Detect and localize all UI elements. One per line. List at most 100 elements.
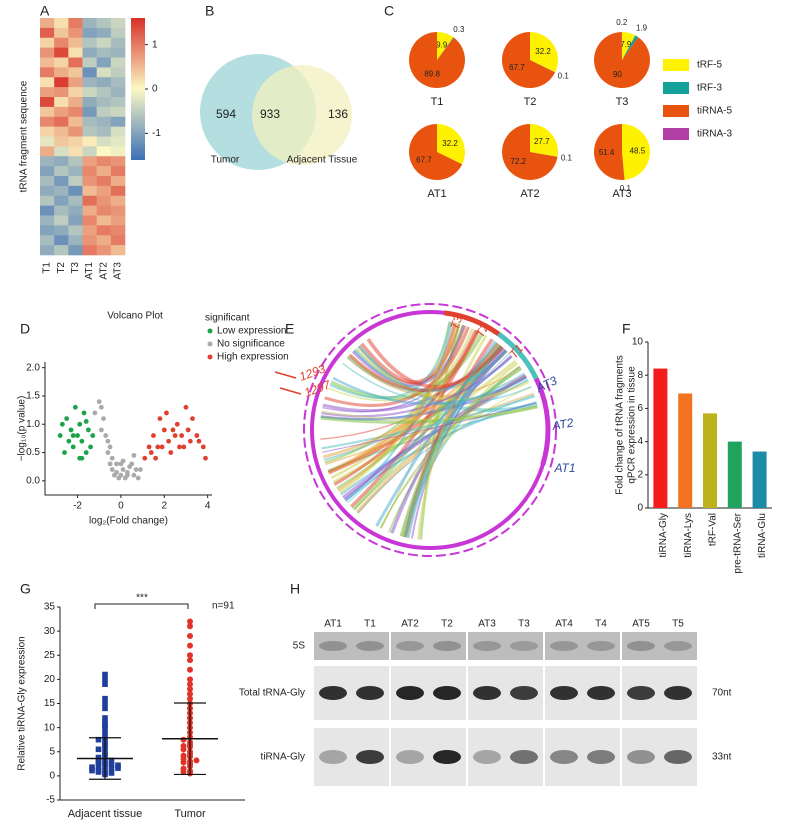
y-tick-label: 0 bbox=[49, 771, 55, 782]
heat-cell bbox=[68, 166, 83, 177]
column-label: AT2 bbox=[98, 262, 109, 280]
y-tick-label: 30 bbox=[44, 626, 56, 637]
size-label: 70nt bbox=[712, 688, 732, 699]
point bbox=[108, 761, 115, 768]
lane-label: T3 bbox=[518, 619, 530, 630]
band bbox=[510, 686, 538, 700]
gel-panel bbox=[391, 632, 466, 660]
pie-title: AT3 bbox=[612, 188, 631, 200]
lane-label: AT4 bbox=[555, 619, 573, 630]
heat-cell bbox=[96, 245, 112, 256]
slice-label: 90 bbox=[613, 70, 622, 79]
x-tick-label: tiRNA-Gly bbox=[658, 513, 669, 557]
heat-cell bbox=[68, 67, 83, 78]
column-label: T3 bbox=[70, 262, 81, 274]
heat-cell bbox=[40, 57, 55, 68]
heat-cell bbox=[40, 156, 55, 167]
axis bbox=[59, 607, 245, 801]
heat-cell bbox=[110, 67, 126, 78]
heat-cell bbox=[82, 185, 97, 197]
point bbox=[70, 433, 76, 438]
gel-panel bbox=[622, 632, 697, 660]
point bbox=[102, 729, 108, 736]
bar bbox=[752, 451, 767, 508]
x-tick-label: tiRNA-Glu bbox=[757, 513, 768, 558]
point bbox=[129, 461, 135, 467]
row-label: tiRNA-Gly bbox=[261, 752, 305, 763]
slice-label: 1.9 bbox=[636, 24, 648, 33]
point bbox=[108, 765, 115, 772]
heat-cell bbox=[110, 126, 126, 137]
x-tick-label: pre-tRNA-Ser bbox=[732, 512, 743, 573]
y-tick-label: 0.0 bbox=[26, 475, 40, 486]
panel-letter: F bbox=[622, 321, 631, 337]
sector-arc bbox=[443, 310, 501, 337]
band bbox=[664, 641, 692, 651]
point bbox=[146, 444, 152, 450]
point bbox=[174, 421, 180, 427]
point bbox=[187, 686, 193, 693]
x-tick-label: tRF-Val bbox=[708, 513, 719, 546]
legend-marker bbox=[207, 328, 213, 334]
panel-letter: C bbox=[384, 3, 394, 19]
slice-label: 0.3 bbox=[453, 25, 465, 34]
heat-cell bbox=[40, 27, 55, 39]
colorbar-label: 1 bbox=[152, 39, 158, 50]
point bbox=[102, 681, 108, 687]
point bbox=[185, 427, 191, 433]
slice-label: 0.2 bbox=[616, 18, 628, 27]
point bbox=[81, 410, 87, 416]
point bbox=[102, 705, 108, 712]
point bbox=[59, 421, 65, 427]
x-tick-label: 2 bbox=[162, 501, 168, 512]
legend-label: tiRNA-3 bbox=[697, 129, 732, 140]
point bbox=[187, 618, 193, 625]
x-tick-label: tiRNA-Lys bbox=[683, 513, 694, 558]
pie-slice bbox=[622, 152, 625, 180]
band bbox=[510, 641, 538, 651]
heat-cell bbox=[82, 27, 97, 39]
ribbon bbox=[322, 402, 537, 453]
heat-cell bbox=[68, 146, 83, 157]
count-label: 136 bbox=[328, 107, 348, 121]
point bbox=[79, 455, 85, 461]
heat-cell bbox=[96, 77, 112, 88]
y-tick-label: 8 bbox=[637, 370, 643, 381]
point bbox=[135, 475, 141, 481]
x-tick-label: Adjacent tissue bbox=[68, 808, 143, 820]
point bbox=[180, 742, 187, 749]
heat-cell bbox=[96, 106, 112, 118]
slice-label: 0.1 bbox=[620, 184, 632, 193]
set-circle bbox=[252, 65, 352, 165]
heat-cell bbox=[82, 205, 97, 216]
heat-cell bbox=[110, 87, 126, 98]
point bbox=[187, 642, 193, 649]
heat-cell bbox=[54, 67, 69, 78]
heat-cell bbox=[68, 57, 83, 68]
heat-cell bbox=[68, 97, 83, 108]
heat-cell bbox=[96, 126, 112, 137]
ribbon bbox=[355, 347, 530, 401]
set-label: Tumor bbox=[211, 155, 240, 166]
sector-label: AT1 bbox=[553, 461, 575, 475]
heat-cell bbox=[82, 67, 97, 78]
point bbox=[153, 455, 159, 461]
legend-swatch bbox=[663, 82, 689, 94]
point bbox=[194, 433, 200, 438]
heat-cell bbox=[82, 126, 97, 137]
point bbox=[95, 758, 102, 765]
lane-label: AT3 bbox=[478, 619, 496, 630]
point bbox=[90, 433, 96, 438]
heat-cell bbox=[82, 176, 97, 187]
heat-cell bbox=[54, 77, 69, 88]
heat-cell bbox=[96, 215, 112, 226]
heat-cell bbox=[40, 67, 55, 78]
sector-label: T1 bbox=[506, 342, 526, 362]
panel-letter: D bbox=[20, 321, 30, 337]
pie-slice bbox=[437, 124, 465, 165]
point bbox=[103, 433, 109, 438]
band bbox=[319, 750, 347, 764]
heat-cell bbox=[110, 18, 126, 29]
point bbox=[64, 416, 70, 421]
heat-cell bbox=[54, 57, 69, 68]
